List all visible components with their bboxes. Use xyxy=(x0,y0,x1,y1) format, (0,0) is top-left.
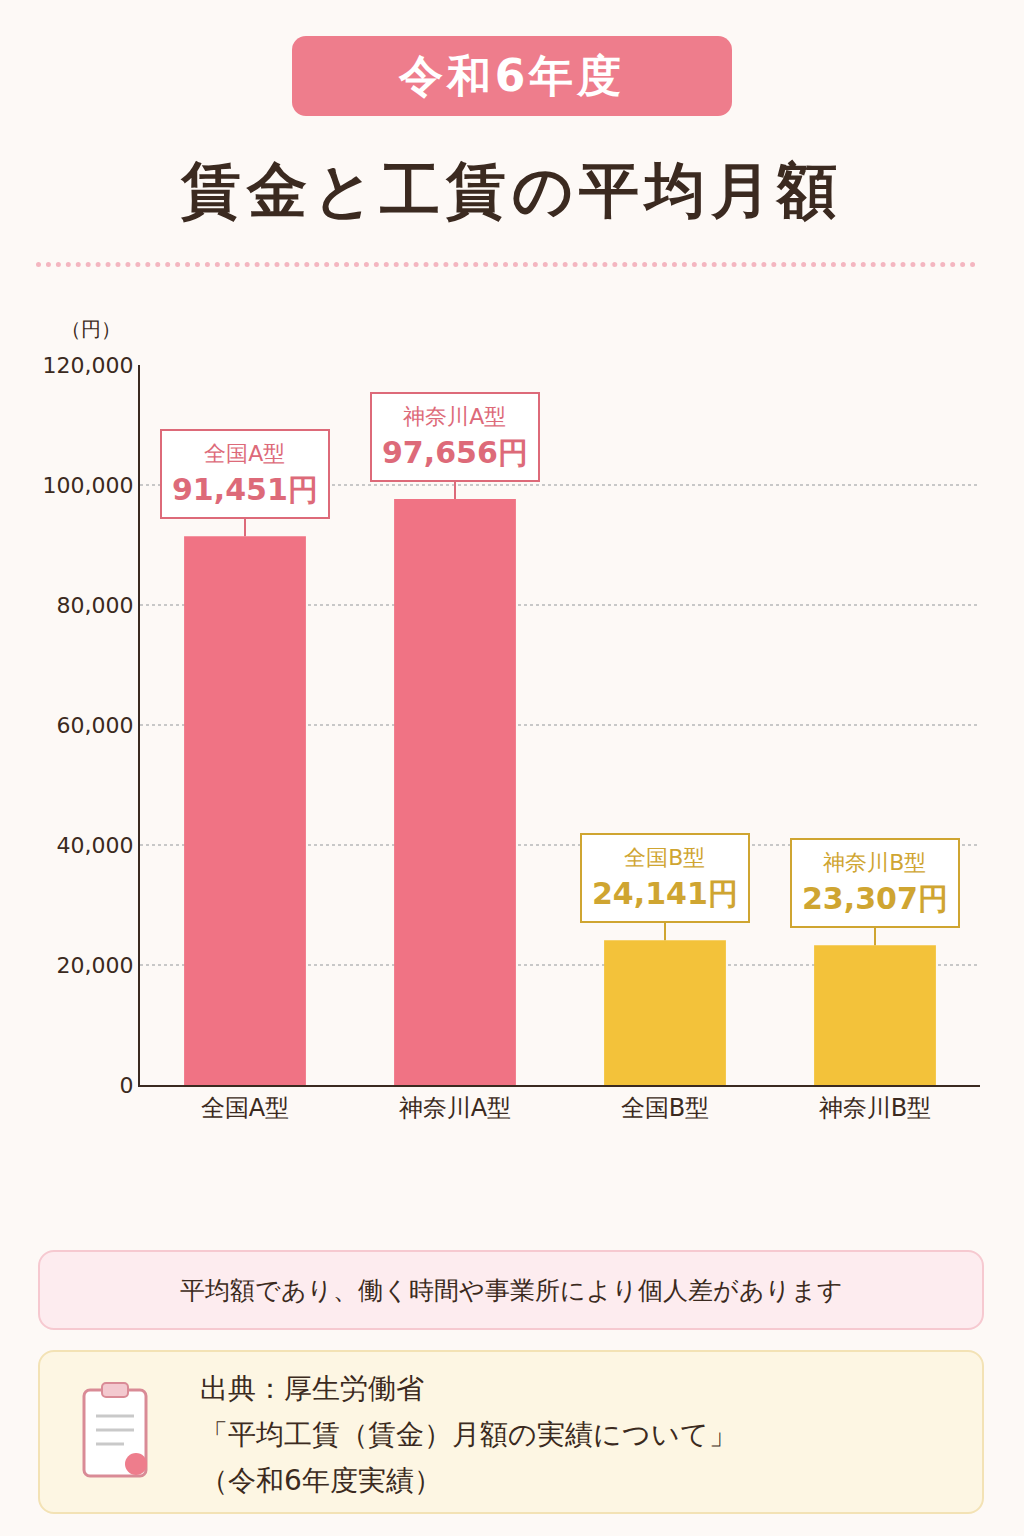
svg-text:全国B型24,141円: 全国B型24,141円 xyxy=(592,845,738,911)
html-text:（令和6年度実績）: （令和6年度実績） xyxy=(200,1464,442,1497)
svg-text:全国A型: 全国A型 xyxy=(201,1094,289,1122)
svg-text:全国A型91,451円: 全国A型91,451円 xyxy=(172,441,318,507)
html-text:賃金と工賃の平均月額: 賃金と工賃の平均月額 xyxy=(181,155,843,225)
html-text:出典：厚生労働省: 出典：厚生労働省 xyxy=(200,1372,424,1405)
svg-text:神奈川A型97,656円: 神奈川A型97,656円 xyxy=(382,404,528,470)
svg-text:120,000: 120,000 xyxy=(43,353,134,378)
html-text:「平均工賃（賃金）月額の実績について」: 「平均工賃（賃金）月額の実績について」 xyxy=(200,1418,737,1451)
svg-text:40,000: 40,000 xyxy=(57,833,134,858)
svg-text:神奈川B型: 神奈川B型 xyxy=(819,1094,931,1122)
svg-text:0: 0 xyxy=(120,1073,134,1098)
svg-text:60,000: 60,000 xyxy=(57,713,134,738)
svg-text:100,000: 100,000 xyxy=(43,473,134,498)
html-text:平均額であり、働く時間や事業所により個人差があります: 平均額であり、働く時間や事業所により個人差があります xyxy=(180,1275,843,1305)
html-text:令和6年度: 令和6年度 xyxy=(398,49,626,101)
svg-text:神奈川B型23,307円: 神奈川B型23,307円 xyxy=(802,850,948,916)
svg-text:（円）: （円） xyxy=(61,317,121,341)
svg-text:全国B型: 全国B型 xyxy=(621,1094,709,1122)
svg-text:20,000: 20,000 xyxy=(57,953,134,978)
svg-text:神奈川A型: 神奈川A型 xyxy=(399,1094,511,1122)
svg-text:80,000: 80,000 xyxy=(57,593,134,618)
